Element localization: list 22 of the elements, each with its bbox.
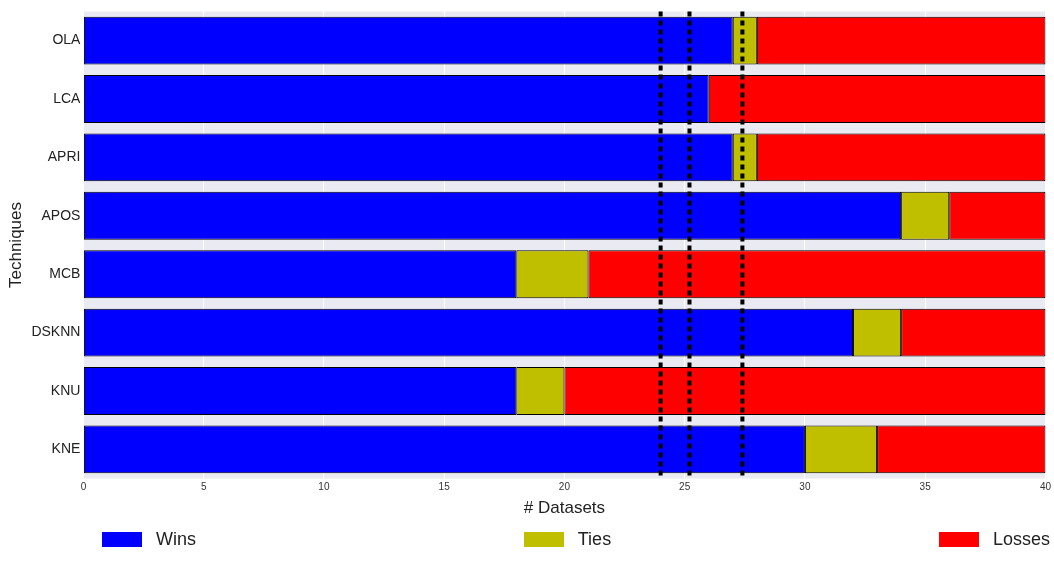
x-tick-label: 40 — [1039, 481, 1052, 493]
y-tick-label: DSKNN — [31, 323, 81, 340]
legend-label: Wins — [156, 529, 196, 550]
y-tick-label: KNE — [51, 440, 81, 457]
y-tick-label: APOS — [41, 206, 81, 223]
legend-label: Losses — [992, 529, 1050, 550]
y-tick-label: APRI — [47, 148, 81, 165]
x-tick-label: 0 — [80, 481, 87, 493]
x-tick-label: 30 — [799, 481, 811, 493]
x-tick-label: 25 — [679, 481, 691, 493]
x-axis-title: # Datasets — [523, 498, 606, 518]
y-tick-label: MCB — [49, 265, 81, 282]
legend-label: Ties — [577, 529, 612, 550]
x-tick-label: 35 — [919, 481, 932, 493]
x-tick-label: 5 — [200, 481, 207, 493]
x-tick-label: 15 — [438, 481, 451, 493]
x-tick-label: 20 — [558, 481, 571, 493]
x-tick-label: 10 — [318, 481, 330, 493]
y-tick-label: KNU — [50, 381, 81, 398]
y-axis-title: Techniques — [5, 201, 25, 289]
y-tick-label: LCA — [53, 89, 82, 106]
y-tick-label: OLA — [52, 31, 82, 48]
